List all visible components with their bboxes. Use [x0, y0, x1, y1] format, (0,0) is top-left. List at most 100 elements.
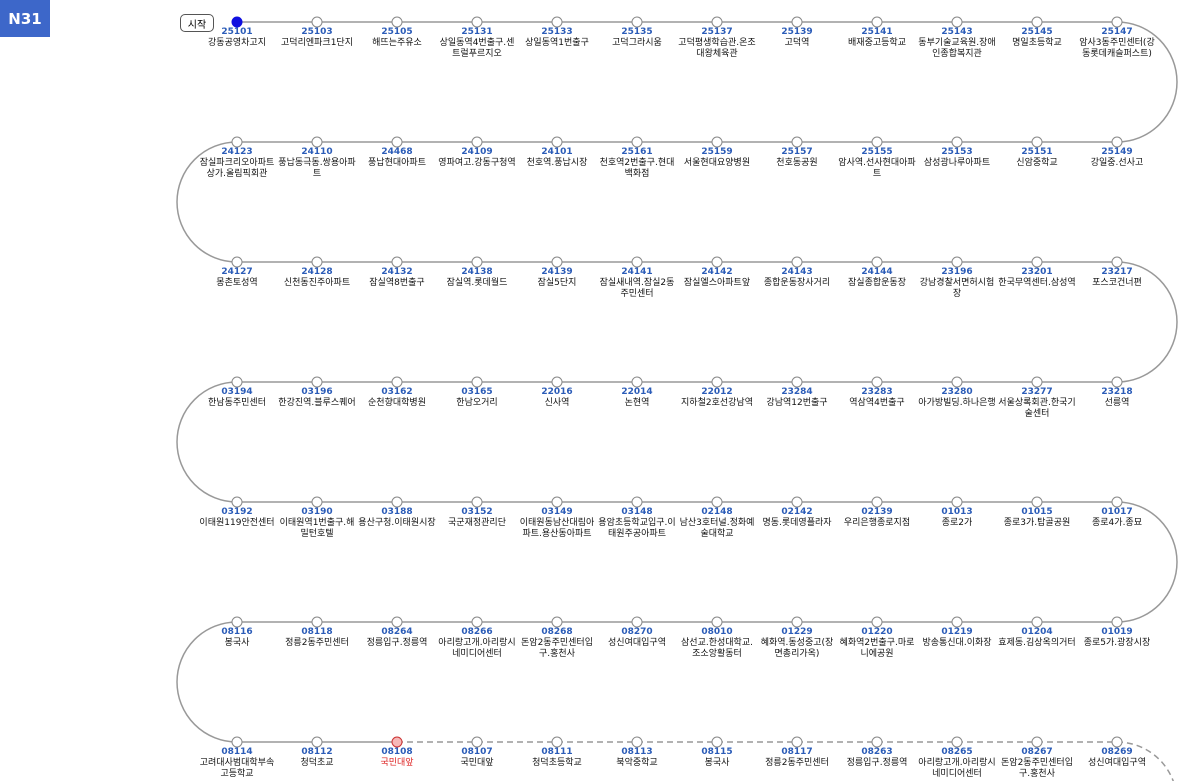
stop-marker: [1111, 376, 1123, 388]
stop: 03152 국군재정관리단: [438, 507, 516, 529]
stop: 01015 종로3가.탑골공원: [998, 507, 1076, 529]
stop: 24144 잠실종합운동장: [838, 267, 916, 289]
stop-code: 25151: [1021, 147, 1053, 157]
stop-marker: [311, 376, 323, 388]
stop: 08113 북악중학교: [598, 747, 676, 769]
stop-name: 종로3가.탑골공원: [1003, 518, 1071, 528]
stop-marker: [711, 16, 723, 28]
stop-name: 명동.롯데영플라자: [762, 518, 832, 528]
stop-code: 08111: [541, 747, 573, 757]
stop-marker: [231, 256, 243, 268]
stop-marker: [551, 736, 563, 748]
stop-marker: [311, 256, 323, 268]
stop-code: 08118: [301, 627, 333, 637]
stop-code: 03149: [541, 507, 573, 517]
stop: 08118 정릉2동주민센터: [278, 627, 356, 649]
stop-name: 잠실엘스아파트앞: [683, 278, 751, 288]
stop-marker: [711, 496, 723, 508]
stop-name: 한남오거리: [456, 398, 498, 408]
stop-name: 고덕그라시움: [612, 38, 662, 48]
stop-marker: [1031, 736, 1043, 748]
stop-name: 신사역: [544, 398, 570, 408]
stop-code: 23284: [781, 387, 813, 397]
stop: 03190 이태원역1번출구.해밀턴호텔: [278, 507, 356, 540]
stop: 22012 지하철2호선강남역: [678, 387, 756, 409]
stop-marker: [231, 496, 243, 508]
stop-name: 봉국사: [224, 638, 250, 648]
stop-name: 천호동공원: [776, 158, 818, 168]
start-stop-marker: [231, 16, 243, 28]
stop-code: 23283: [861, 387, 893, 397]
stop: 01204 효제동.김상옥의거터: [998, 627, 1076, 649]
stop-marker: [471, 616, 483, 628]
stop-name: 정릉입구.정릉역: [846, 758, 908, 768]
stop-marker: [871, 736, 883, 748]
stop: 03149 이태원동남산대림아파트.용산동아파트: [518, 507, 596, 540]
stop-marker: [711, 256, 723, 268]
stop-marker: [631, 376, 643, 388]
stop: 25149 강일중.선사고: [1078, 147, 1156, 169]
stop: 24141 잠실새내역.잠실2동주민센터: [598, 267, 676, 300]
stop: 08108 국민대앞: [358, 747, 436, 769]
stop-name: 지하철2호선강남역: [681, 398, 753, 408]
stop-code: 08010: [701, 627, 733, 637]
stop-marker: [311, 736, 323, 748]
stop-code: 22016: [541, 387, 573, 397]
start-label: 시작: [180, 14, 214, 32]
stop-code: 25103: [301, 27, 333, 37]
stop-marker: [631, 16, 643, 28]
stop-code: 25135: [621, 27, 653, 37]
stop-marker: [231, 376, 243, 388]
stop-marker: [391, 256, 403, 268]
stop-name: 영파여고.강동구청역: [438, 158, 516, 168]
stop-code: 03148: [621, 507, 653, 517]
stop-code: 24109: [461, 147, 493, 157]
stop: 24110 풍납동극동.쌍용아파트: [278, 147, 356, 180]
stop: 24143 종합운동장사거리: [758, 267, 836, 289]
stop-code: 08114: [221, 747, 253, 757]
stop-code: 23277: [1021, 387, 1053, 397]
stop-marker: [1031, 496, 1043, 508]
stop-marker: [551, 376, 563, 388]
stop-name: 고덕역: [784, 38, 810, 48]
stop-name: 상일동역4번출구.센트럴푸르지오: [439, 38, 515, 59]
stop: 08114 고려대사범대학부속고등학교: [198, 747, 276, 780]
stop: 24132 잠실역8번출구: [358, 267, 436, 289]
stop: 24123 잠실파크리오아파트상가.올림픽회관: [198, 147, 276, 180]
stop-name: 잠실역8번출구: [369, 278, 425, 288]
stop-marker: [311, 136, 323, 148]
stop-code: 02139: [861, 507, 893, 517]
stop-marker: [1111, 136, 1123, 148]
stop-name: 정릉2동주민센터: [765, 758, 829, 768]
stop-name: 강남역12번출구: [766, 398, 828, 408]
stop-name: 서울현대요양병원: [683, 158, 751, 168]
stop-code: 01219: [941, 627, 973, 637]
stop-marker: [791, 496, 803, 508]
stop-code: 25131: [461, 27, 493, 37]
stop: 08267 돈암2동주민센터입구.홍천사: [998, 747, 1076, 780]
stop-name: 역삼역4번출구: [849, 398, 905, 408]
stop-code: 25155: [861, 147, 893, 157]
stop: 23283 역삼역4번출구: [838, 387, 916, 409]
stop-code: 01015: [1021, 507, 1053, 517]
stop-code: 24468: [381, 147, 413, 157]
stop-marker: [631, 256, 643, 268]
stop-name: 선릉역: [1104, 398, 1130, 408]
stop-marker: [231, 616, 243, 628]
stop-name: 삼성광나루아파트: [923, 158, 991, 168]
stop-name: 풍납동극동.쌍용아파트: [278, 158, 356, 179]
stop-code: 03196: [301, 387, 333, 397]
stop-code: 23280: [941, 387, 973, 397]
route-line: [176, 21, 1178, 743]
stop: 08265 아리랑고개.아리랑시네미디어센터: [918, 747, 996, 780]
stop-marker: [791, 376, 803, 388]
stop: 25161 천호역2번출구.현대백화점: [598, 147, 676, 180]
stop-name: 용산구청.이태원시장: [358, 518, 436, 528]
stop-marker: [711, 376, 723, 388]
stop-name: 잠실새내역.잠실2동주민센터: [599, 278, 675, 299]
stop-name: 성신여대입구역: [1088, 758, 1146, 768]
stop-code: 24144: [861, 267, 893, 277]
stop-name: 정릉2동주민센터: [285, 638, 349, 648]
stop-marker: [1031, 256, 1043, 268]
stop-code: 08113: [621, 747, 653, 757]
